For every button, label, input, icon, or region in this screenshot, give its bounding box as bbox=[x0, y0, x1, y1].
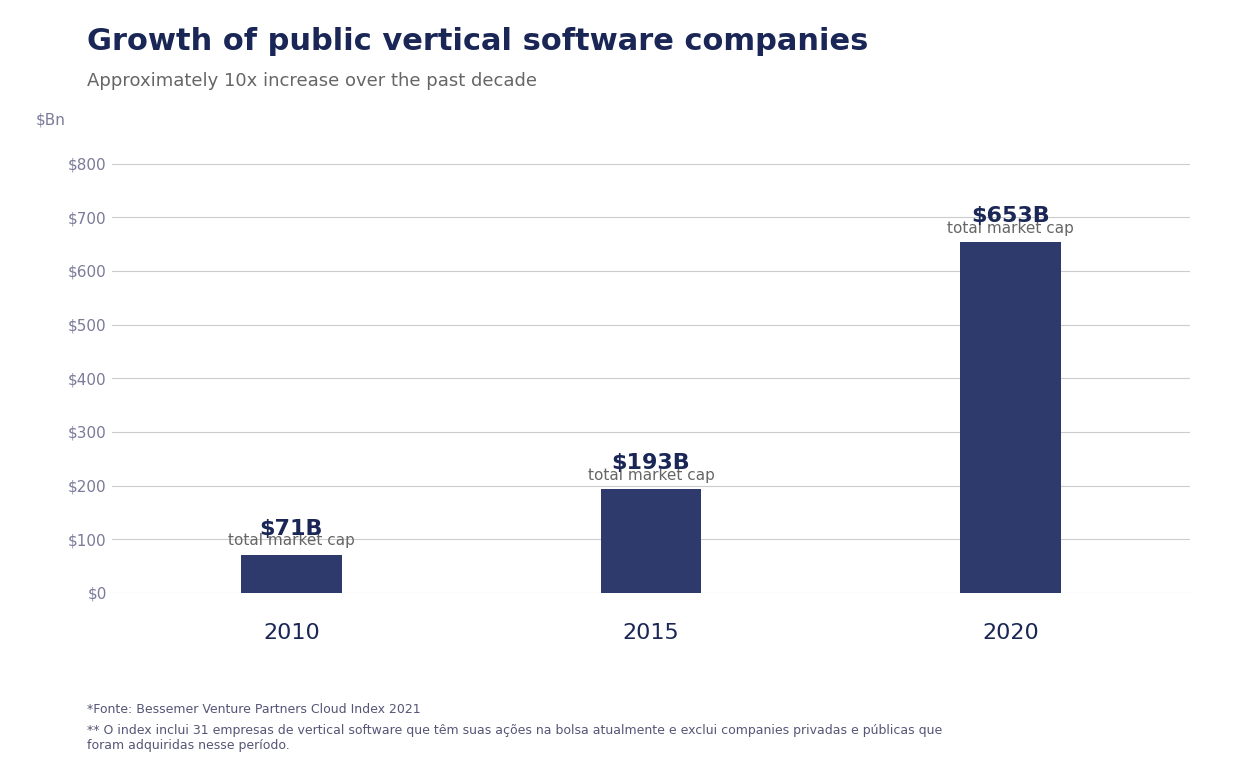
Text: *Fonte: Bessemer Venture Partners Cloud Index 2021: *Fonte: Bessemer Venture Partners Cloud … bbox=[87, 703, 420, 716]
Text: $71B: $71B bbox=[259, 518, 324, 539]
Text: Approximately 10x increase over the past decade: Approximately 10x increase over the past… bbox=[87, 72, 537, 90]
Text: total market cap: total market cap bbox=[228, 534, 355, 548]
Text: ** O index inclui 31 empresas de vertical software que têm suas ações na bolsa a: ** O index inclui 31 empresas de vertica… bbox=[87, 724, 942, 752]
Text: $Bn: $Bn bbox=[36, 112, 66, 128]
Text: $193B: $193B bbox=[611, 453, 691, 473]
Text: Growth of public vertical software companies: Growth of public vertical software compa… bbox=[87, 27, 868, 55]
Bar bbox=[600, 489, 702, 593]
Text: $653B: $653B bbox=[971, 207, 1050, 226]
Bar bbox=[241, 555, 342, 593]
Bar bbox=[960, 242, 1061, 593]
Text: total market cap: total market cap bbox=[947, 221, 1074, 236]
Text: total market cap: total market cap bbox=[588, 468, 714, 483]
